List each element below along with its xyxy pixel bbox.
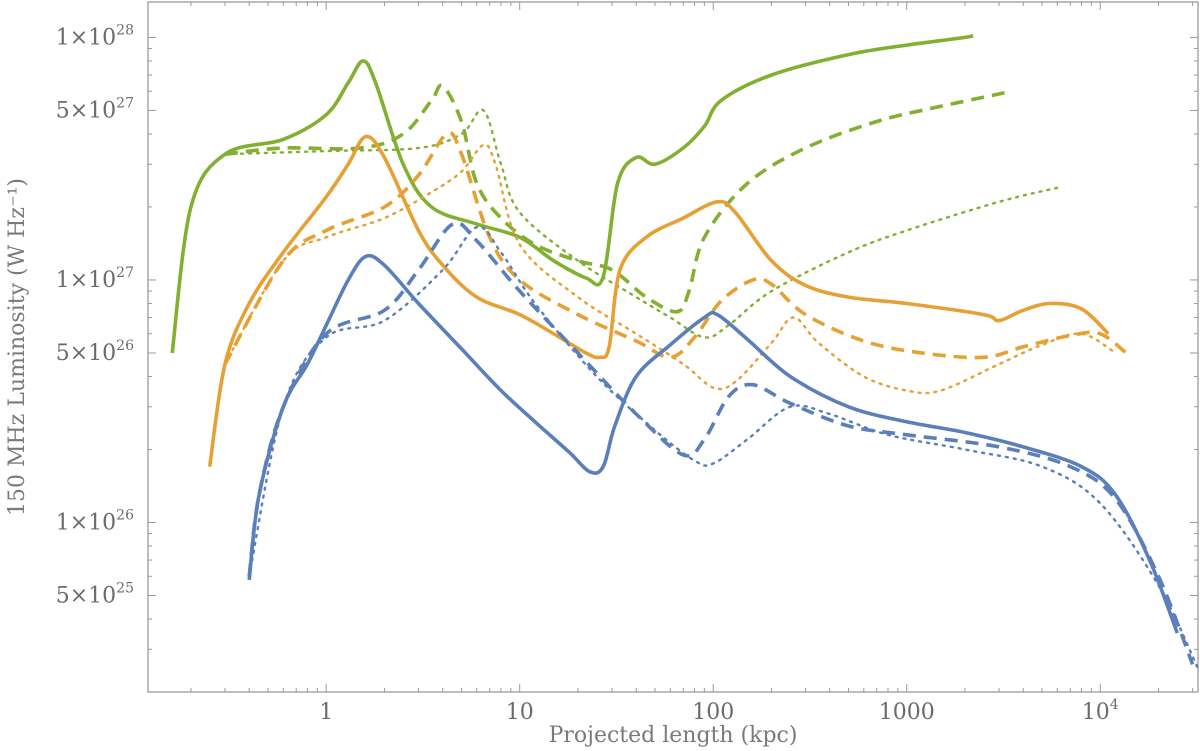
series-green-dotted <box>223 108 1059 339</box>
x-tick-label: 1 <box>319 700 333 725</box>
y-tick-labels: 1×1028 5×1027 1×1027 5×1026 1×1026 5×1025 <box>56 22 134 608</box>
series-orange-dashed <box>223 131 1130 365</box>
x-tick-label: 100 <box>692 700 734 725</box>
series-orange-dotted <box>223 143 1117 395</box>
plot-frame <box>147 1 1199 693</box>
series-blue-dotted <box>248 225 1200 670</box>
y-tick-label: 1×1027 <box>56 265 134 293</box>
x-tick-labels: 1 10 100 1000 104 <box>319 697 1119 725</box>
series-blue-dashed <box>247 221 1195 666</box>
y-axis-label: 150 MHz Luminosity (W Hz⁻¹) <box>5 178 30 516</box>
y-tick-label: 1×1028 <box>56 22 134 50</box>
y-tick-label: 1×1026 <box>56 507 134 535</box>
y-tick-label: 5×1025 <box>56 580 134 608</box>
series-blue-solid <box>247 253 1179 634</box>
series-green-dashed <box>224 83 1013 314</box>
series-group <box>170 33 1200 670</box>
series-orange-solid <box>207 134 1110 467</box>
series-green-solid <box>170 33 975 354</box>
y-tick-label: 5×1027 <box>56 95 134 123</box>
y-tick-label: 5×1026 <box>56 338 134 366</box>
axis-ticks <box>148 2 1198 693</box>
x-tick-label: 104 <box>1082 697 1119 725</box>
x-tick-label: 10 <box>506 700 534 725</box>
x-axis-label: Projected length (kpc) <box>549 723 798 748</box>
x-tick-label: 1000 <box>879 700 935 725</box>
